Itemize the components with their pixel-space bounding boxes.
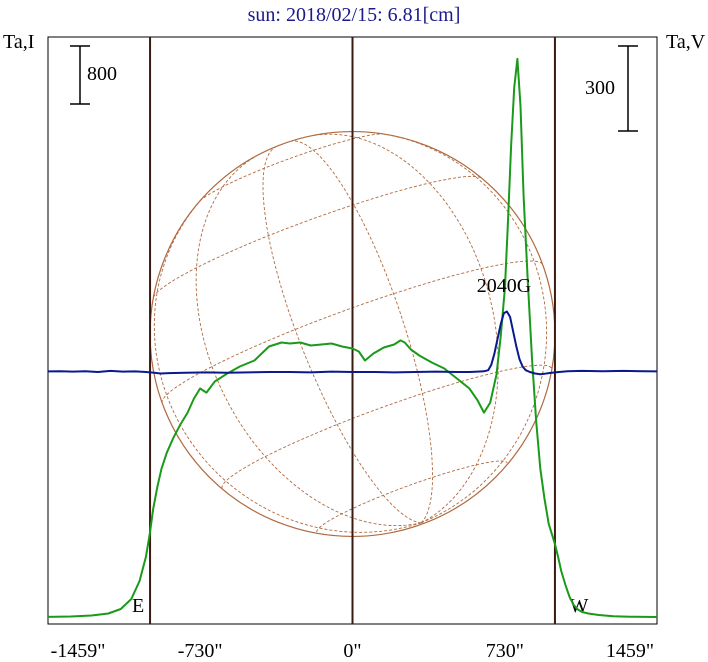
longitude-line [262, 146, 422, 524]
latitude-line [153, 175, 482, 298]
right-scale-bar: 300 [585, 45, 638, 132]
latitude-line [199, 133, 384, 202]
longitude-line [373, 132, 548, 524]
longitude-line [153, 193, 422, 533]
left-axis-label: Ta,I [3, 31, 34, 53]
x-tick-label: 730" [486, 640, 524, 662]
chart-title: sun: 2018/02/15: 6.81[cm] [248, 4, 461, 26]
x-tick-label: -1459" [51, 640, 106, 662]
x-ticks: -1459" -730" 0" 730" 1459" [51, 640, 655, 662]
right-axis-label: Ta,V [666, 31, 706, 53]
annotation-2040g: 2040G [477, 275, 531, 297]
latitude-line [161, 260, 544, 404]
longitude-line [195, 155, 422, 527]
left-scale-bar: 800 [70, 45, 117, 105]
x-tick-label: -730" [178, 640, 223, 662]
series-layer [47, 57, 658, 618]
x-tick-label: 0" [343, 640, 361, 662]
right-scale-label: 300 [585, 77, 615, 99]
latitude-line [316, 460, 508, 533]
longitude-line [290, 140, 434, 524]
x-tick-label: 1459" [606, 640, 654, 662]
longitude-line [311, 133, 499, 524]
limb-label-east: E [132, 595, 144, 617]
latitude-line [221, 364, 552, 489]
left-scale-label: 800 [87, 63, 117, 85]
polarization-line [47, 310, 658, 376]
intensity-line [47, 57, 658, 618]
